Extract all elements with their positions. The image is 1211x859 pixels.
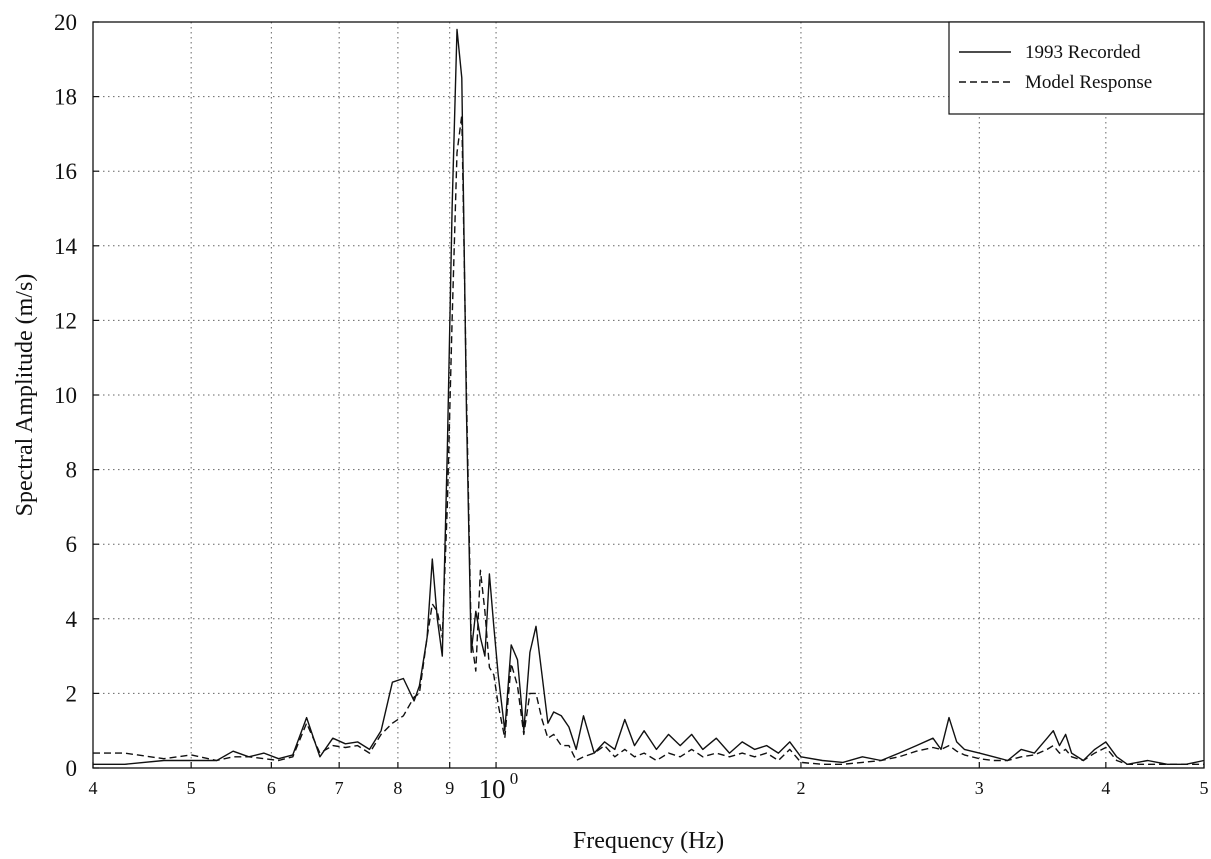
y-tick-label: 12 [54, 308, 77, 333]
legend: 1993 Recorded Model Response [948, 21, 1205, 115]
x-tick-exponent: 0 [510, 769, 519, 788]
x-tick-label: 8 [393, 778, 402, 798]
x-tick-label: 3 [975, 778, 984, 798]
series-line-model [93, 114, 1204, 765]
y-tick-label: 10 [54, 383, 77, 408]
x-tick-label: 10 [479, 774, 506, 804]
x-tick-label: 4 [89, 778, 98, 798]
x-axis-label: Frequency (Hz) [573, 828, 724, 854]
legend-label-model: Model Response [1025, 72, 1152, 93]
x-tick-label: 9 [445, 778, 454, 798]
y-tick-label: 16 [54, 159, 77, 184]
x-tick-label: 5 [1200, 778, 1209, 798]
x-tick-label: 4 [1101, 778, 1110, 798]
x-tick-labels: 4 5 6 7 8 9 10 0 2 3 4 5 [89, 762, 1209, 804]
x-tick-label: 5 [187, 778, 196, 798]
y-tick-label: 8 [66, 458, 78, 483]
y-tick-label: 14 [54, 234, 78, 259]
legend-label-recorded: 1993 Recorded [1025, 42, 1141, 63]
y-tick-label: 4 [66, 607, 78, 632]
grid-layer [92, 21, 1205, 769]
y-tick-label: 18 [54, 85, 77, 110]
y-tick-label: 20 [54, 10, 77, 35]
y-tick-label: 6 [66, 532, 78, 557]
legend-box [948, 21, 1205, 115]
y-tick-label: 0 [66, 756, 78, 781]
y-tick-labels: 0 2 4 6 8 10 12 14 16 18 20 [54, 10, 99, 781]
x-tick-label: 7 [335, 778, 344, 798]
x-tick-label: 6 [267, 778, 276, 798]
series-layer [93, 28, 1205, 765]
x-tick-label: 2 [796, 778, 805, 798]
series-line-recorded [93, 28, 1205, 765]
y-axis-label: Spectral Amplitude (m/s) [12, 274, 38, 517]
y-tick-label: 2 [66, 681, 78, 706]
